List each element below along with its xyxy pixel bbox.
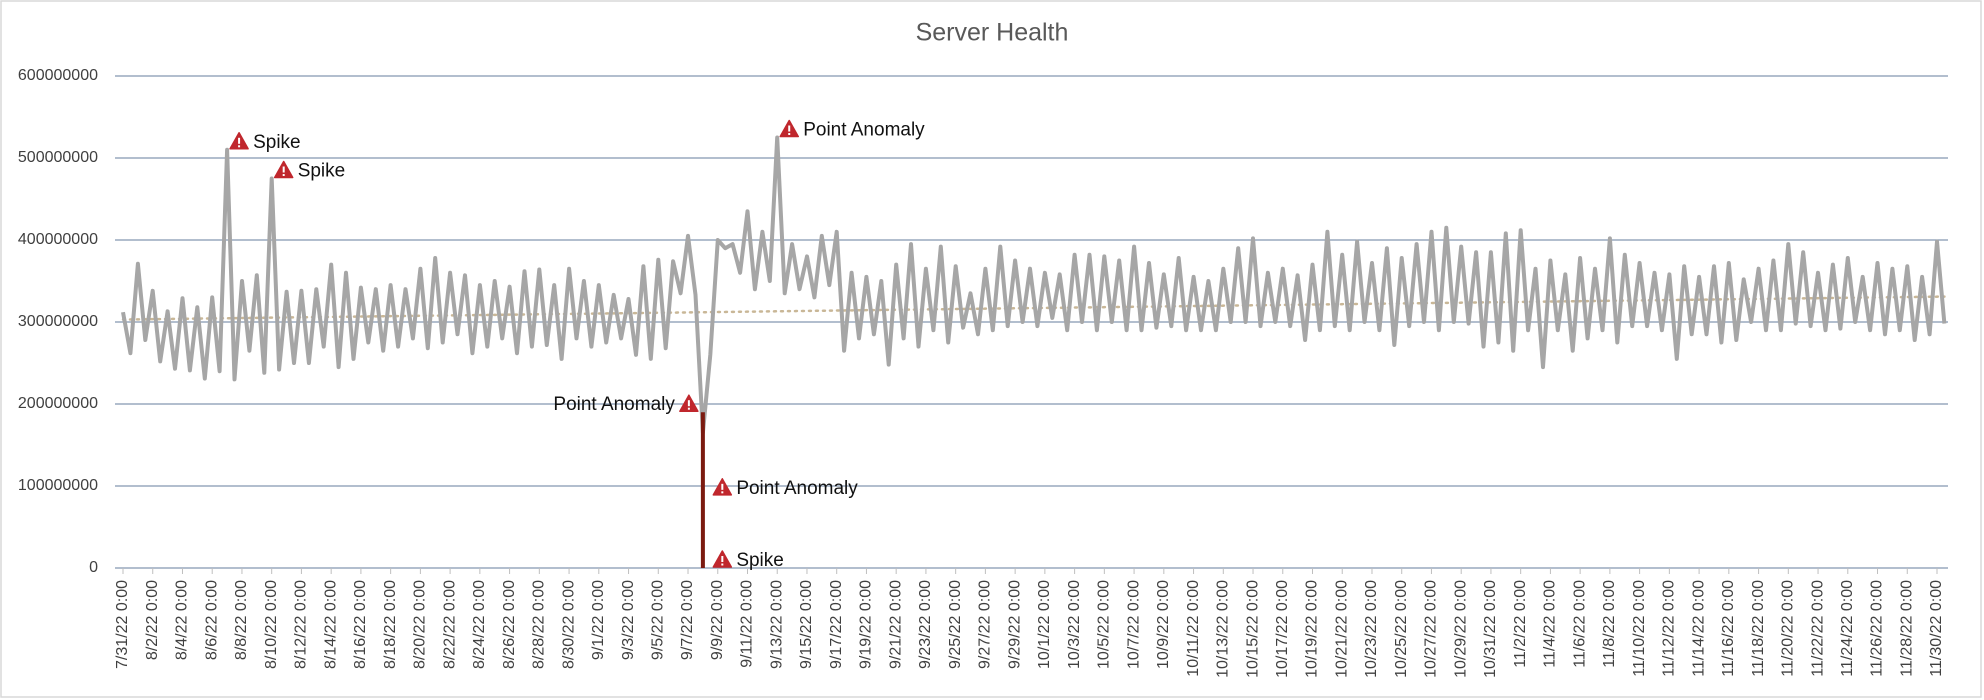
warning-icon-dot [788,133,791,135]
x-tick-label: 9/5/22 0:00 [649,580,666,660]
warning-icon-dot [282,174,285,176]
x-tick-label: 9/1/22 0:00 [590,580,607,660]
x-tick-label: 9/7/22 0:00 [679,580,696,660]
x-tick-label: 8/8/22 0:00 [233,580,250,660]
y-tick-label: 200000000 [18,395,98,412]
x-tick-label: 8/30/22 0:00 [560,580,577,669]
annotation-label: Spike [298,161,346,182]
y-tick-label: 100000000 [18,477,98,494]
x-tick-label: 11/16/22 0:00 [1720,580,1737,677]
chart-title: Server Health [916,19,1069,47]
x-tick-label: 11/14/22 0:00 [1690,580,1707,677]
x-tick-label: 10/31/22 0:00 [1482,580,1499,678]
x-tick-label: 8/12/22 0:00 [293,580,310,669]
warning-icon-dot [238,145,241,148]
x-tick-label: 7/31/22 0:00 [114,580,131,669]
y-tick-label: 600000000 [18,67,98,84]
annotation: Spike [229,132,301,153]
x-tick-label: 9/15/22 0:00 [798,580,815,669]
y-tick-label: 0 [89,559,98,576]
x-tick-label: 8/26/22 0:00 [501,580,518,669]
x-tick-label: 10/21/22 0:00 [1333,580,1350,678]
x-tick-label: 10/3/22 0:00 [1066,580,1083,669]
x-tick-label: 10/5/22 0:00 [1096,580,1113,669]
x-tick-label: 9/17/22 0:00 [828,580,845,669]
x-tick-label: 11/30/22 0:00 [1928,580,1945,677]
annotation: Spike [273,161,346,182]
x-tick-label: 10/7/22 0:00 [1125,580,1142,669]
warning-icon-mark [687,400,690,407]
annotation-label: Point Anomaly [553,394,675,415]
x-tick-label: 11/8/22 0:00 [1601,580,1618,668]
x-tick-label: 10/27/22 0:00 [1423,580,1440,678]
x-tick-label: 11/6/22 0:00 [1571,580,1588,668]
warning-icon-mark [238,137,241,144]
x-tick-label: 8/16/22 0:00 [352,580,369,669]
x-tick-label: 11/26/22 0:00 [1869,580,1886,677]
warning-icon-mark [282,166,285,173]
x-tick-label: 11/24/22 0:00 [1839,580,1856,677]
x-tick-label: 11/12/22 0:00 [1661,580,1678,677]
x-tick-label: 11/20/22 0:00 [1780,580,1797,677]
x-tick-label: 9/27/22 0:00 [977,580,994,669]
annotation-label: Spike [736,550,784,571]
x-tick-label: 8/24/22 0:00 [471,580,488,669]
x-tick-label: 8/6/22 0:00 [203,580,220,660]
x-tick-label: 10/17/22 0:00 [1274,580,1291,678]
x-tick-label: 10/15/22 0:00 [1244,580,1261,678]
x-tick-label: 9/9/22 0:00 [709,580,726,660]
x-tick-label: 11/28/22 0:00 [1898,580,1915,677]
annotation: Point Anomaly [553,394,699,415]
x-tick-label: 9/13/22 0:00 [768,580,785,669]
annotation-label: Spike [253,132,301,153]
y-tick-label: 300000000 [18,313,98,330]
x-tick-label: 9/19/22 0:00 [858,580,875,669]
warning-icon-dot [721,491,724,494]
x-tick-label: 11/2/22 0:00 [1512,580,1529,668]
x-tick-label: 11/10/22 0:00 [1631,580,1648,677]
x-tick-label: 8/2/22 0:00 [144,580,161,660]
y-tick-label: 400000000 [18,231,98,248]
annotation: Point Anomaly [712,478,858,499]
x-tick-label: 9/11/22 0:00 [739,580,756,668]
warning-icon-mark [721,556,724,562]
warning-icon-dot [687,407,690,410]
x-tick-label: 10/13/22 0:00 [1215,580,1232,678]
x-tick-label: 8/20/22 0:00 [412,580,429,669]
warning-icon-mark [721,483,724,490]
warning-icon-dot [721,563,724,566]
y-tick-label: 500000000 [18,149,98,166]
x-tick-label: 10/29/22 0:00 [1452,580,1469,678]
x-tick-label: 10/25/22 0:00 [1393,580,1410,678]
annotation: Spike [712,550,784,571]
x-tick-label: 9/23/22 0:00 [917,580,934,669]
x-tick-label: 9/3/22 0:00 [620,580,637,660]
x-tick-label: 8/22/22 0:00 [441,580,458,669]
warning-icon-mark [788,125,791,132]
x-tick-label: 10/23/22 0:00 [1363,580,1380,678]
x-tick-label: 8/10/22 0:00 [263,580,280,669]
x-tick-label: 11/4/22 0:00 [1542,580,1559,668]
x-tick-label: 11/22/22 0:00 [1809,580,1826,677]
annotation-label: Point Anomaly [736,478,858,499]
x-tick-label: 9/21/22 0:00 [887,580,904,669]
annotation-label: Point Anomaly [803,120,925,141]
x-tick-label: 10/1/22 0:00 [1036,580,1053,669]
x-tick-label: 8/14/22 0:00 [322,580,339,669]
x-tick-label: 9/29/22 0:00 [1006,580,1023,669]
annotation: Point Anomaly [779,120,925,141]
x-tick-label: 10/11/22 0:00 [1185,580,1202,677]
x-tick-label: 8/28/22 0:00 [531,580,548,669]
series-line [121,135,1947,435]
x-tick-label: 10/19/22 0:00 [1304,580,1321,678]
x-tick-label: 8/18/22 0:00 [382,580,399,669]
x-tick-label: 8/4/22 0:00 [174,580,191,660]
x-tick-label: 11/18/22 0:00 [1750,580,1767,677]
x-tick-label: 10/9/22 0:00 [1155,580,1172,669]
x-tick-label: 9/25/22 0:00 [947,580,964,669]
